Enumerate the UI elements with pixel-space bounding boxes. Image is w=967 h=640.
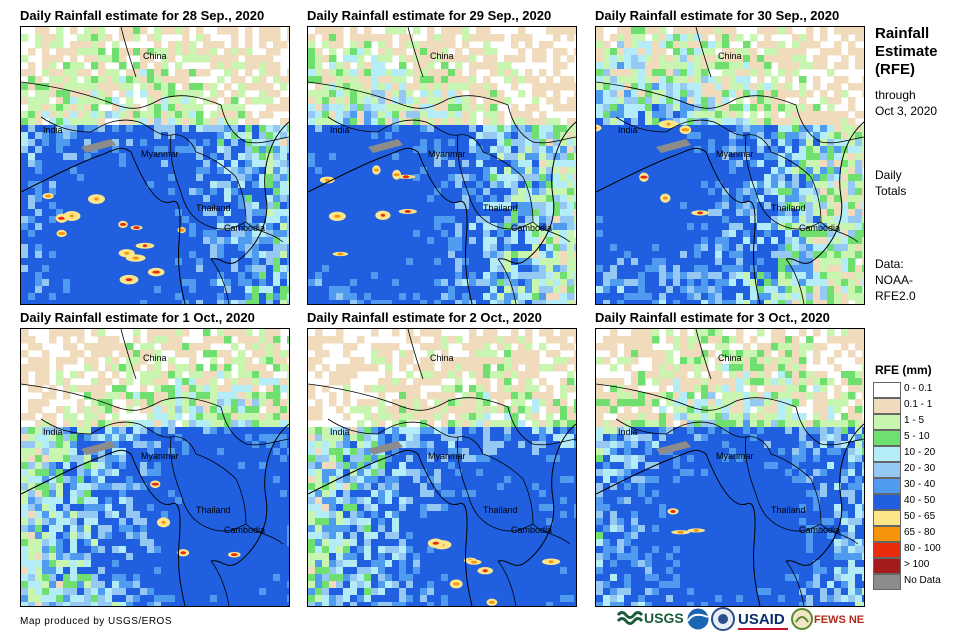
fews-net-text: FEWS NET <box>814 614 864 626</box>
totals-label: Totals <box>875 183 906 199</box>
legend-label: 1 - 5 <box>904 415 924 426</box>
legend-swatch <box>873 462 901 478</box>
country-label-myanmar: Myanmar <box>428 451 466 461</box>
legend-swatch <box>873 478 901 494</box>
sidebar-title: Rainfall Estimate (RFE) <box>875 25 938 79</box>
legend-swatch <box>873 414 901 430</box>
country-label-thailand: Thailand <box>483 203 518 213</box>
country-label-cambodia: Cambodia <box>511 223 552 233</box>
country-label-india: India <box>618 125 638 135</box>
panel-title: Daily Rainfall estimate for 1 Oct., 2020 <box>20 310 255 325</box>
usgs-text: USGS <box>644 610 684 626</box>
country-label-thailand: Thailand <box>771 203 806 213</box>
map-credit: Map produced by USGS/EROS <box>20 616 172 627</box>
legend-swatch <box>873 494 901 510</box>
daily-totals: Daily Totals <box>875 167 906 199</box>
country-label-india: India <box>43 427 63 437</box>
through-date: through Oct 3, 2020 <box>875 87 937 119</box>
country-label-thailand: Thailand <box>483 505 518 515</box>
legend-label: 0 - 0.1 <box>904 383 932 394</box>
country-label-thailand: Thailand <box>196 505 231 515</box>
legend-label: No Data <box>904 575 941 586</box>
country-label-china: China <box>430 51 454 61</box>
title-line: Rainfall <box>875 25 938 43</box>
legend-label: 50 - 65 <box>904 511 935 522</box>
legend-swatch <box>873 558 901 574</box>
country-label-cambodia: Cambodia <box>224 223 265 233</box>
usgs-logo: USGS <box>618 610 684 626</box>
usaid-logo: USAID <box>738 611 788 630</box>
country-label-india: India <box>330 427 350 437</box>
fews-net-logo: FEWS NET <box>792 609 864 629</box>
panel-title: Daily Rainfall estimate for 29 Sep., 202… <box>307 8 551 23</box>
country-label-thailand: Thailand <box>196 203 231 213</box>
rainfall-map: China India Myanmar Thailand Cambodia <box>307 26 577 305</box>
country-label-cambodia: Cambodia <box>511 525 552 535</box>
legend-label: 5 - 10 <box>904 431 930 442</box>
panel-title: Daily Rainfall estimate for 2 Oct., 2020 <box>307 310 542 325</box>
country-label-cambodia: Cambodia <box>799 223 840 233</box>
noaa-logo <box>687 608 709 630</box>
legend-label: 40 - 50 <box>904 495 935 506</box>
agency-logos: USGS USAID FEWS NET <box>616 605 864 635</box>
legend-swatch <box>873 398 901 414</box>
title-line: (RFE) <box>875 61 938 79</box>
through-label: through <box>875 87 937 103</box>
legend-label: 10 - 20 <box>904 447 935 458</box>
data-label: Data: <box>875 256 916 272</box>
country-label-china: China <box>718 353 742 363</box>
country-label-china: China <box>430 353 454 363</box>
country-label-myanmar: Myanmar <box>716 149 754 159</box>
country-label-myanmar: Myanmar <box>141 149 179 159</box>
legend-swatch <box>873 382 901 398</box>
country-label-india: India <box>330 125 350 135</box>
country-label-myanmar: Myanmar <box>716 451 754 461</box>
country-label-myanmar: Myanmar <box>141 451 179 461</box>
panel-title: Daily Rainfall estimate for 3 Oct., 2020 <box>595 310 830 325</box>
rainfall-map: China India Myanmar Thailand Cambodia <box>20 328 290 607</box>
legend-label: 65 - 80 <box>904 527 935 538</box>
title-line: Estimate <box>875 43 938 61</box>
panel-title: Daily Rainfall estimate for 30 Sep., 202… <box>595 8 839 23</box>
country-label-india: India <box>43 125 63 135</box>
country-label-cambodia: Cambodia <box>224 525 265 535</box>
legend-swatch <box>873 430 901 446</box>
legend-label: 20 - 30 <box>904 463 935 474</box>
legend-title: RFE (mm) <box>875 363 932 377</box>
legend-swatch <box>873 574 901 590</box>
rainfall-map: China India Myanmar Thailand Cambodia <box>20 26 290 305</box>
country-label-myanmar: Myanmar <box>428 149 466 159</box>
country-label-china: China <box>718 51 742 61</box>
country-label-china: China <box>143 353 167 363</box>
legend-label: 0.1 - 1 <box>904 399 932 410</box>
dhs-seal-logo <box>712 608 734 630</box>
usaid-text: USAID <box>738 611 785 628</box>
country-label-india: India <box>618 427 638 437</box>
country-label-china: China <box>143 51 167 61</box>
legend-swatch <box>873 446 901 462</box>
rainfall-map: China India Myanmar Thailand Cambodia <box>595 26 865 305</box>
rainfall-map: China India Myanmar Thailand Cambodia <box>595 328 865 607</box>
country-label-cambodia: Cambodia <box>799 525 840 535</box>
through-value: Oct 3, 2020 <box>875 103 937 119</box>
panel-title: Daily Rainfall estimate for 28 Sep., 202… <box>20 8 264 23</box>
legend-swatch <box>873 510 901 526</box>
legend-label: 30 - 40 <box>904 479 935 490</box>
data-source: Data: NOAA- RFE2.0 <box>875 256 916 304</box>
legend-label: 80 - 100 <box>904 543 941 554</box>
country-label-thailand: Thailand <box>771 505 806 515</box>
data-source-line: NOAA- <box>875 272 916 288</box>
rainfall-map: China India Myanmar Thailand Cambodia <box>307 328 577 607</box>
legend-swatch <box>873 526 901 542</box>
daily-label: Daily <box>875 167 906 183</box>
legend-label: > 100 <box>904 559 929 570</box>
legend-swatch <box>873 542 901 558</box>
data-source-line: RFE2.0 <box>875 288 916 304</box>
